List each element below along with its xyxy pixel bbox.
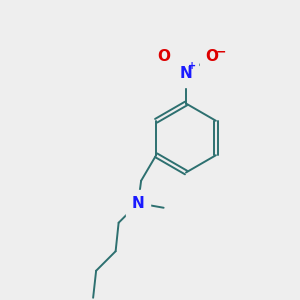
Text: N: N: [180, 66, 192, 81]
Text: −: −: [216, 45, 226, 58]
Text: O: O: [157, 50, 170, 64]
Text: +: +: [188, 61, 196, 71]
Text: O: O: [205, 50, 218, 64]
Text: N: N: [132, 196, 145, 211]
